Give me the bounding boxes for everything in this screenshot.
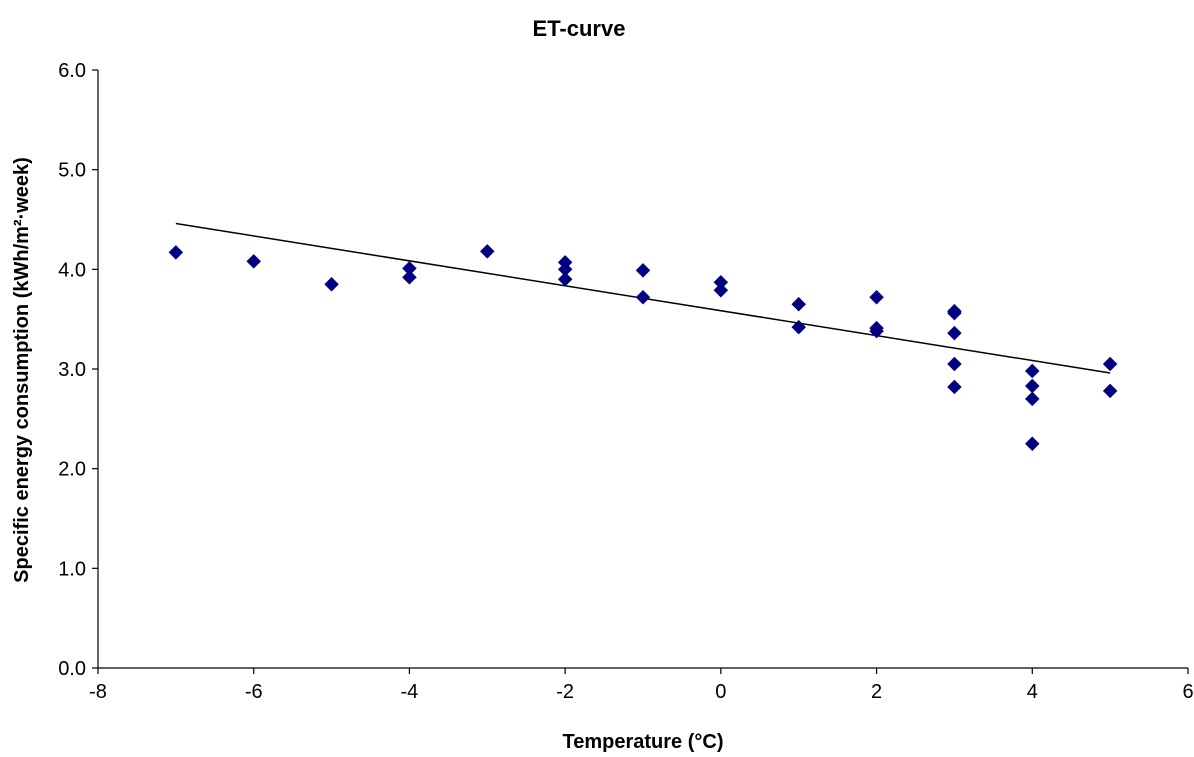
x-axis: -8 -6 -4 -2 0 2 4 6 bbox=[89, 667, 1194, 703]
data-point-diamond bbox=[1024, 391, 1040, 407]
data-point-diamond bbox=[1024, 363, 1040, 379]
x-tick-label: 2 bbox=[871, 681, 882, 703]
data-point-diamond bbox=[869, 323, 884, 339]
data-point-diamond bbox=[324, 276, 339, 292]
x-axis-label: Temperature (°C) bbox=[563, 731, 724, 753]
y-tick-label: 0.0 bbox=[58, 658, 86, 680]
data-point-diamond bbox=[947, 356, 962, 372]
data-point-diamond bbox=[947, 379, 962, 395]
y-tick-label: 4.0 bbox=[58, 259, 86, 281]
data-point-diamond bbox=[1102, 356, 1118, 372]
x-tick-label: -6 bbox=[245, 681, 263, 703]
data-point-diamond bbox=[947, 305, 962, 321]
data-point-diamond bbox=[1024, 378, 1040, 394]
y-tick-label: 3.0 bbox=[58, 359, 86, 381]
data-point-diamond bbox=[791, 319, 807, 335]
y-tick-label: 1.0 bbox=[58, 558, 86, 580]
x-tick-label: 6 bbox=[1182, 681, 1193, 703]
data-point-diamond bbox=[869, 289, 884, 305]
data-point-diamond bbox=[168, 245, 184, 260]
y-tick-label: 6.0 bbox=[58, 60, 86, 82]
y-axis: 0.0 1.0 2.0 3.0 4.0 5.0 6.0 bbox=[58, 60, 99, 680]
data-point-diamond bbox=[479, 244, 495, 259]
data-point-diamond bbox=[557, 271, 573, 287]
data-point-diamond bbox=[947, 325, 962, 341]
data-point-diamond bbox=[791, 296, 807, 312]
data-point-diamond bbox=[402, 269, 417, 285]
data-point-diamond bbox=[1102, 383, 1118, 399]
y-tick-label: 5.0 bbox=[58, 160, 86, 182]
x-tick-label: -4 bbox=[401, 681, 419, 703]
data-point-diamond bbox=[1024, 436, 1040, 452]
data-point-diamond bbox=[713, 282, 729, 298]
x-tick-label: -8 bbox=[89, 681, 107, 703]
x-tick-label: -2 bbox=[556, 681, 574, 703]
data-point-diamond bbox=[246, 254, 262, 269]
x-tick-label: 4 bbox=[1027, 681, 1038, 703]
x-tick-label: 0 bbox=[715, 681, 726, 703]
y-tick-label: 2.0 bbox=[58, 459, 86, 481]
chart-title: ET-curve bbox=[533, 16, 626, 41]
data-point-diamond bbox=[635, 289, 651, 305]
data-points-group bbox=[168, 244, 1118, 452]
y-axis-label: Specific energy consumption (kWh/m²·week… bbox=[11, 157, 33, 583]
data-point-diamond bbox=[635, 262, 651, 278]
